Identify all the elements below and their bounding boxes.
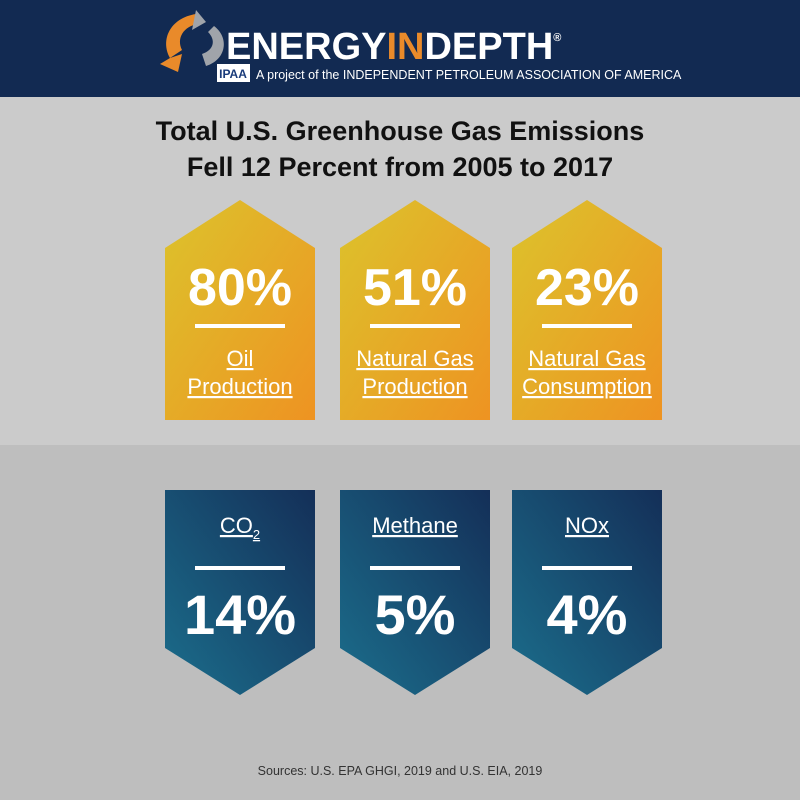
card-label: Methane bbox=[372, 513, 458, 538]
registered: ® bbox=[553, 32, 561, 44]
label-text: NOx bbox=[565, 513, 609, 538]
increase-card bbox=[512, 200, 662, 420]
card-label: NOx bbox=[565, 513, 609, 538]
label-text: Methane bbox=[372, 513, 458, 538]
card-label: Oil bbox=[227, 346, 254, 371]
card-label: Production bbox=[362, 374, 467, 399]
card-value: 23% bbox=[535, 259, 639, 317]
title-line: Total U.S. Greenhouse Gas Emissions bbox=[156, 116, 645, 146]
brand: ENERGYINDEPTH® bbox=[226, 26, 561, 68]
increase-card bbox=[340, 200, 490, 420]
brand-part: ENERGY bbox=[226, 26, 386, 68]
decrease-card bbox=[512, 490, 662, 695]
badge-bg bbox=[217, 64, 250, 82]
label-text: CO bbox=[220, 513, 253, 538]
card-value: 14% bbox=[184, 583, 296, 646]
logo-icon bbox=[160, 10, 224, 72]
card-value: 51% bbox=[363, 259, 467, 317]
decrease-card bbox=[340, 490, 490, 695]
header-bg bbox=[0, 0, 800, 97]
tagline: A project of the INDEPENDENT PETROLEUM A… bbox=[256, 68, 682, 82]
title-line: Fell 12 Percent from 2005 to 2017 bbox=[187, 152, 613, 182]
card-value: 80% bbox=[188, 259, 292, 317]
badge: IPAA bbox=[219, 67, 247, 81]
card-label: Natural Gas bbox=[528, 346, 645, 371]
label-subscript: 2 bbox=[253, 527, 260, 542]
card-label: CO2 bbox=[220, 513, 260, 542]
brand-part: DEPTH bbox=[424, 26, 553, 68]
card-value: 5% bbox=[375, 583, 456, 646]
decrease-card bbox=[165, 490, 315, 695]
source: Sources: U.S. EPA GHGI, 2019 and U.S. EI… bbox=[258, 764, 543, 778]
increase-card bbox=[165, 200, 315, 420]
card-label: Production bbox=[187, 374, 292, 399]
card-label: Consumption bbox=[522, 374, 652, 399]
brand-part: IN bbox=[386, 26, 424, 68]
card-value: 4% bbox=[547, 583, 628, 646]
card-label: Natural Gas bbox=[356, 346, 473, 371]
